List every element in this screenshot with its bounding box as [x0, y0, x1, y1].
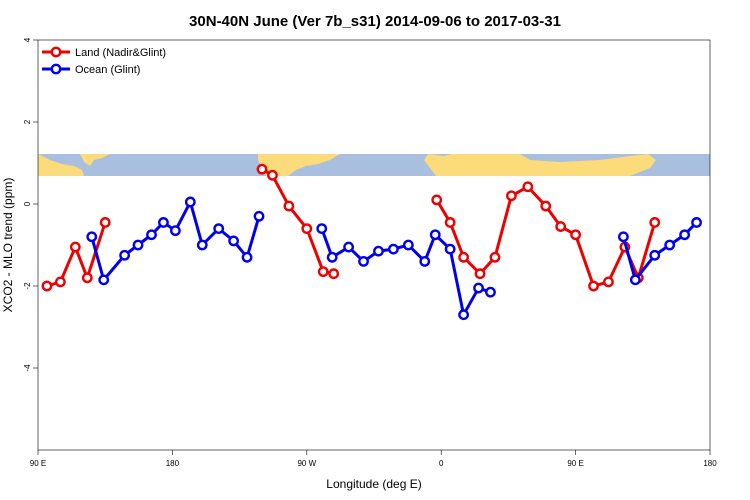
x-tick-label: 0: [439, 459, 444, 468]
data-point: [679, 229, 691, 241]
data-point: [629, 274, 641, 286]
chart-title: 30N-40N June (Ver 7b_s31) 2014-09-06 to …: [189, 13, 561, 30]
data-point: [99, 217, 111, 228]
data-point: [343, 241, 355, 253]
data-point: [86, 231, 98, 243]
y-axis-label: XCO2 - MLO trend (ppm): [1, 178, 15, 313]
y-tick-label: -4: [23, 364, 32, 372]
land-sea-band: [38, 154, 710, 176]
x-tick-label: 90 W: [297, 459, 316, 468]
data-point: [146, 229, 157, 241]
data-point: [169, 225, 181, 237]
data-point: [664, 239, 676, 251]
series-layer: [41, 163, 702, 321]
series-0: [41, 163, 661, 292]
data-point: [444, 217, 456, 228]
data-point: [691, 217, 702, 228]
data-point: [540, 200, 552, 212]
y-axis: -4 -2 0 2 4: [23, 37, 38, 372]
data-point: [388, 243, 399, 255]
data-point: [328, 268, 340, 280]
data-point: [132, 239, 144, 251]
data-point: [55, 276, 66, 288]
x-tick-label: 180: [166, 459, 180, 468]
data-point: [184, 196, 196, 208]
data-point: [617, 231, 629, 243]
data-point: [158, 217, 169, 228]
data-point: [326, 251, 338, 263]
data-point: [81, 272, 93, 284]
data-point: [570, 229, 581, 241]
data-point: [489, 251, 501, 263]
data-point: [253, 210, 265, 222]
data-point: [473, 282, 484, 294]
land-shape: [38, 154, 110, 176]
data-point: [649, 217, 661, 228]
data-point: [588, 280, 599, 292]
data-point: [196, 239, 208, 251]
data-point: [555, 221, 567, 232]
land-shape: [424, 154, 656, 176]
data-point: [373, 245, 384, 257]
data-point: [41, 280, 53, 292]
x-axis: 90 E 180 90 W 0 90 E 180: [30, 450, 717, 468]
data-point: [213, 223, 225, 235]
data-point: [228, 235, 240, 247]
data-point: [317, 266, 329, 278]
data-point: [316, 223, 328, 235]
data-point: [429, 229, 441, 241]
y-tick-label: 0: [23, 201, 32, 206]
legend-label-ocean: Ocean (Glint): [75, 64, 140, 76]
data-point: [431, 194, 443, 206]
data-point: [522, 181, 534, 193]
data-point: [301, 223, 313, 235]
data-point: [98, 274, 110, 286]
data-point: [458, 251, 469, 263]
data-point: [358, 255, 369, 267]
y-tick-label: -2: [23, 282, 32, 290]
data-point: [267, 169, 278, 181]
data-point: [419, 255, 431, 267]
legend-marker-ocean: [50, 63, 62, 75]
x-tick-label: 90 E: [30, 459, 46, 468]
legend: Land (Nadir&Glint) Ocean (Glint): [42, 46, 166, 76]
data-point: [283, 200, 295, 212]
data-point: [69, 241, 81, 253]
data-point: [444, 243, 456, 255]
legend-label-land: Land (Nadir&Glint): [75, 47, 166, 59]
x-tick-label: 180: [703, 459, 717, 468]
data-point: [119, 249, 131, 261]
data-point: [474, 268, 486, 280]
land-shape: [258, 154, 340, 176]
x-axis-label: Longitude (deg E): [326, 477, 421, 491]
series-line: [261, 167, 334, 276]
data-point: [402, 239, 414, 251]
data-point: [241, 251, 253, 263]
data-point: [485, 286, 496, 298]
data-point: [505, 190, 517, 202]
land-band: [38, 154, 656, 176]
y-tick-label: 2: [23, 119, 32, 124]
data-point: [458, 309, 469, 321]
x-tick-label: 90 E: [567, 459, 583, 468]
data-point: [603, 276, 614, 288]
data-point: [256, 163, 268, 175]
series-1: [86, 196, 702, 321]
y-tick-label: 4: [23, 37, 32, 42]
legend-marker-land: [50, 46, 62, 58]
plot-frame: [37, 39, 711, 451]
data-point: [649, 249, 661, 261]
